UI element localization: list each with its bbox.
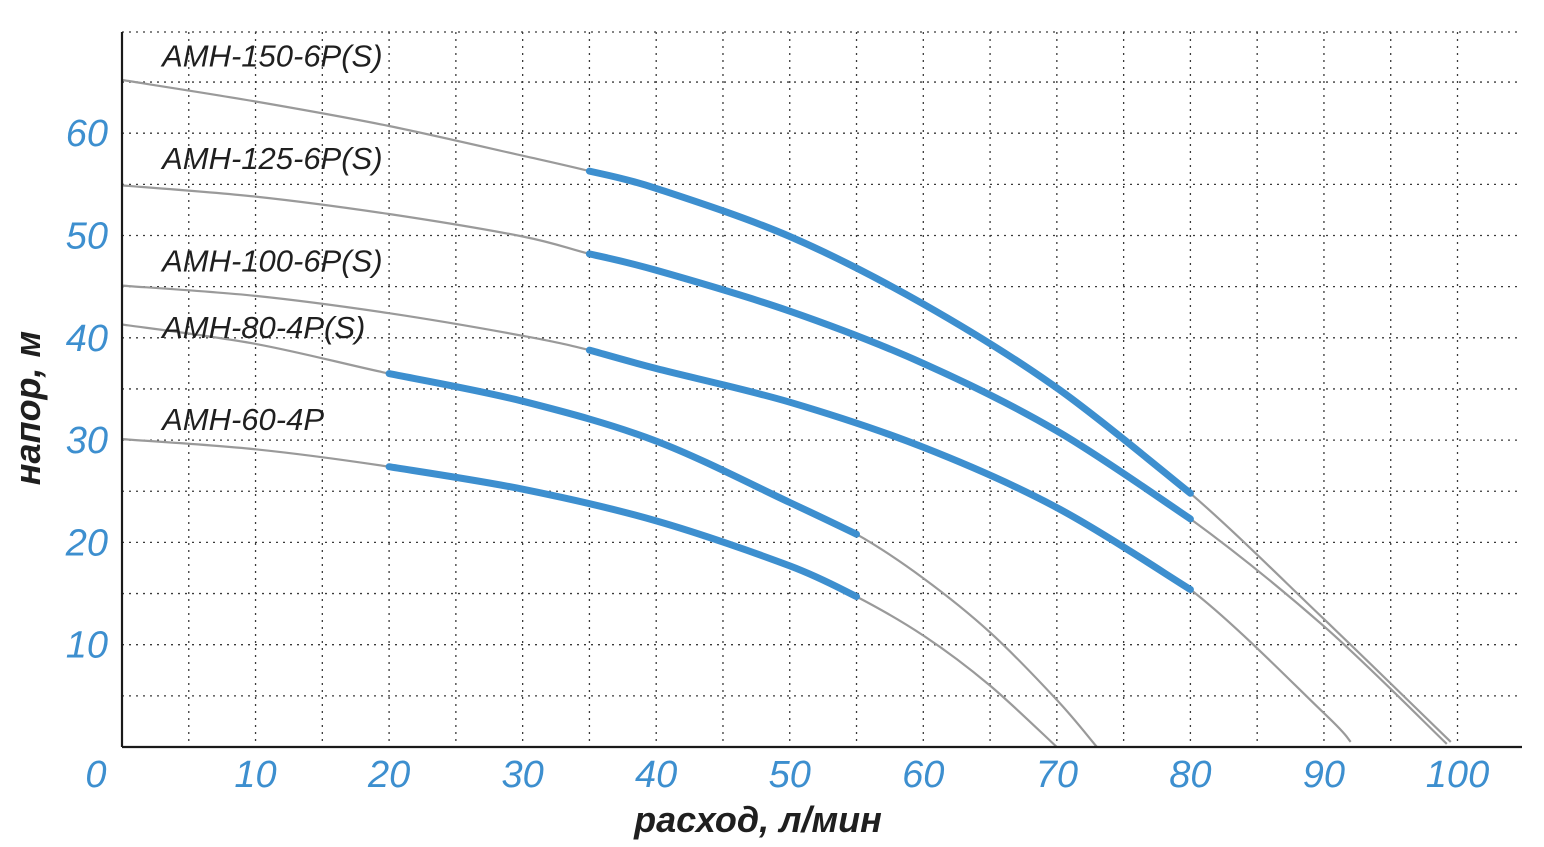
x-tick-label: 10 [234,754,276,796]
curves [121,78,1452,748]
series-label: АМН-100-6Р(S) [160,243,383,278]
origin-label: 0 [85,754,106,796]
y-tick-label: 40 [66,318,108,360]
y-tick-label: 60 [66,113,108,155]
x-tick-label: 90 [1303,754,1345,796]
x-tick-label: 20 [367,754,410,796]
series-curve-working-range [385,463,860,601]
y-tick-label: 10 [66,625,108,667]
x-tick-label: 30 [502,754,544,796]
series-curve-working-range [585,346,1194,593]
series-label: АМН-80-4Р(S) [160,310,365,345]
y-tick-label: 50 [66,216,108,258]
series-label: АМН-150-6Р(S) [160,39,383,74]
y-tick-label: 20 [65,522,108,564]
series-label: АМН-60-4Р [160,402,324,437]
series-label: АМН-125-6Р(S) [160,141,383,176]
x-tick-label: 80 [1169,754,1211,796]
grid [122,31,1522,747]
x-tick-label: 40 [635,754,677,796]
x-tick-label: 60 [902,754,944,796]
series-curve-working-range [585,250,1194,523]
y-tick-label: 30 [66,420,108,462]
y-axis-title: напор, м [7,331,48,485]
labels: 10 20 30 40 50 60 70 80 90 100 10 20 30 40 50 60 0 АМН-15… [65,39,1489,796]
series-curve-working-range [585,167,1194,497]
x-tick-label: 100 [1426,754,1489,796]
series-curve-working-range [385,370,860,538]
series-curve-full [121,323,1098,748]
x-tick-label: 50 [769,754,811,796]
x-axis-title: расход, л/мин [633,799,882,840]
x-tick-label: 70 [1036,754,1078,796]
axes [120,32,1522,749]
